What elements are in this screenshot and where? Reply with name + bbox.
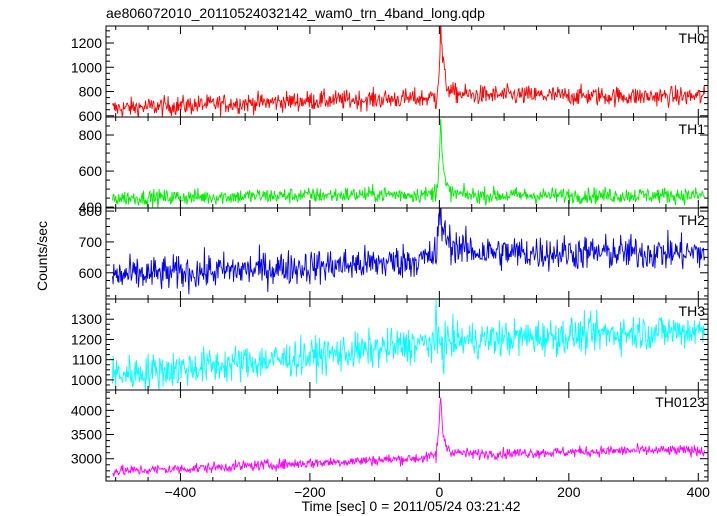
- x-tick-label: 400: [687, 484, 711, 500]
- x-axis-label: Time [sec] 0 = 2011/05/24 03:21:42: [301, 498, 520, 514]
- x-tick-label: −400: [165, 484, 197, 500]
- chart-title: ae806072010_20110524032142_wam0_trn_4ban…: [106, 5, 485, 21]
- panel-th0: 600 800 1000 1200 TH0: [71, 25, 709, 124]
- panel-label-th1: TH1: [679, 121, 706, 137]
- x-tick-label: 200: [557, 484, 581, 500]
- y-tick-label: 800: [79, 127, 103, 143]
- panel-label-th0: TH0: [679, 30, 706, 46]
- panel-label-th3: TH3: [679, 303, 706, 319]
- y-tick-label: 4000: [71, 402, 102, 418]
- y-tick-label: 1100: [72, 352, 102, 368]
- panel-th3: 1000 1100 1200 1300 TH3: [71, 298, 709, 391]
- series-th1-line: [112, 119, 706, 208]
- y-tick-label: 1200: [71, 35, 102, 51]
- y-axis-label: Counts/sec: [34, 221, 50, 291]
- panel-label-th0123: TH0123: [655, 394, 705, 410]
- y-tick-label: 1000: [71, 59, 102, 75]
- panel-th1: 400 600 800 TH1: [79, 116, 709, 215]
- y-tick-label: 800: [79, 203, 103, 219]
- y-tick-label: 600: [79, 163, 103, 179]
- y-tick-label: 800: [79, 84, 103, 100]
- y-tick-label: 600: [79, 108, 103, 124]
- panel-frame: [105, 116, 709, 209]
- series-th0-line: [112, 26, 706, 117]
- panel-label-th2: TH2: [679, 212, 706, 228]
- panels: 600 800 1000 1200 TH0 400 600 800 TH1 600 700 800 TH…: [71, 25, 709, 482]
- y-tick-label: 400: [79, 199, 103, 215]
- y-tick-label: 1000: [71, 372, 102, 388]
- series-th2-line: [112, 208, 706, 295]
- series-th0123-line: [112, 397, 706, 477]
- y-tick-label: 1300: [71, 311, 102, 327]
- y-tick-label: 600: [79, 265, 103, 281]
- x-tick-label: 0: [435, 484, 443, 500]
- y-tick-label: 3500: [71, 427, 102, 443]
- panel-th2: 600 700 800 TH2: [79, 203, 709, 300]
- panel-th0123: 3000 3500 4000 TH0123: [71, 389, 709, 482]
- y-tick-label: 3000: [71, 451, 102, 467]
- x-axis: −400 −200 0 200 400: [165, 484, 711, 500]
- y-tick-label: 700: [79, 234, 103, 250]
- x-tick-label: −200: [294, 484, 326, 500]
- y-tick-label: 1200: [71, 331, 102, 347]
- series-th3-line: [112, 299, 706, 390]
